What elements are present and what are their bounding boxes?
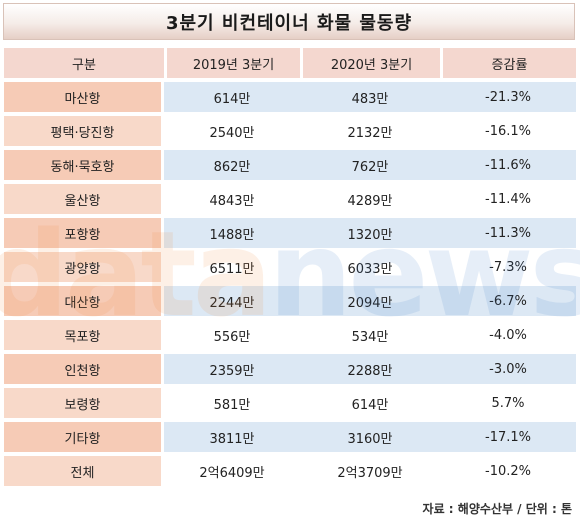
value-2020-cell: 3160만 [300, 422, 440, 452]
value-2020-cell: 4289만 [300, 184, 440, 214]
header-change-rate: 증감률 [440, 48, 576, 78]
value-2020-cell: 2094만 [300, 286, 440, 316]
change-rate-cell: -3.0% [440, 354, 576, 384]
value-2020-cell: 762만 [300, 150, 440, 180]
change-rate-cell: -17.1% [440, 422, 576, 452]
change-rate-cell: -11.4% [440, 184, 576, 214]
value-2019-cell: 3811만 [164, 422, 300, 452]
value-2019-cell: 2244만 [164, 286, 300, 316]
change-rate-cell: -10.2% [440, 456, 576, 486]
port-name-cell: 보령항 [4, 388, 164, 418]
table-row: 울산항 4843만 4289만 -11.4% [4, 184, 576, 214]
port-name-cell: 동해·묵호항 [4, 150, 164, 180]
table-row: 광양항 6511만 6033만 -7.3% [4, 252, 576, 282]
port-name-cell: 광양항 [4, 252, 164, 282]
table-header-row: 구분 2019년 3분기 2020년 3분기 증감률 [4, 48, 576, 78]
port-name-cell: 울산항 [4, 184, 164, 214]
value-2019-cell: 581만 [164, 388, 300, 418]
port-name-cell: 마산항 [4, 82, 164, 112]
value-2019-cell: 2540만 [164, 116, 300, 146]
value-2020-cell: 483만 [300, 82, 440, 112]
table-row: 인천항 2359만 2288만 -3.0% [4, 354, 576, 384]
table-row: 전체 2억6409만 2억3709만 -10.2% [4, 456, 576, 486]
value-2020-cell: 534만 [300, 320, 440, 350]
value-2020-cell: 6033만 [300, 252, 440, 282]
port-name-cell: 대산항 [4, 286, 164, 316]
port-name-cell: 기타항 [4, 422, 164, 452]
table-row: 목포항 556만 534만 -4.0% [4, 320, 576, 350]
table-row: 대산항 2244만 2094만 -6.7% [4, 286, 576, 316]
port-name-cell: 인천항 [4, 354, 164, 384]
table-row: 마산항 614만 483만 -21.3% [4, 82, 576, 112]
change-rate-cell: -21.3% [440, 82, 576, 112]
value-2019-cell: 556만 [164, 320, 300, 350]
value-2019-cell: 2359만 [164, 354, 300, 384]
port-name-cell: 목포항 [4, 320, 164, 350]
value-2020-cell: 2132만 [300, 116, 440, 146]
value-2019-cell: 4843만 [164, 184, 300, 214]
value-2020-cell: 2억3709만 [300, 456, 440, 486]
change-rate-cell: -16.1% [440, 116, 576, 146]
table-row: 평택·당진항 2540만 2132만 -16.1% [4, 116, 576, 146]
port-name-cell: 평택·당진항 [4, 116, 164, 146]
table-row: 보령항 581만 614만 5.7% [4, 388, 576, 418]
change-rate-cell: -11.3% [440, 218, 576, 248]
header-2020q3: 2020년 3분기 [300, 48, 440, 78]
change-rate-cell: -4.0% [440, 320, 576, 350]
value-2019-cell: 2억6409만 [164, 456, 300, 486]
page-title: 3분기 비컨테이너 화물 물동량 [3, 3, 575, 40]
value-2020-cell: 2288만 [300, 354, 440, 384]
change-rate-cell: -6.7% [440, 286, 576, 316]
port-name-cell: 전체 [4, 456, 164, 486]
value-2020-cell: 614만 [300, 388, 440, 418]
header-2019q3: 2019년 3분기 [164, 48, 300, 78]
table-row: 동해·묵호항 862만 762만 -11.6% [4, 150, 576, 180]
header-category: 구분 [4, 48, 164, 78]
cargo-volume-table: 구분 2019년 3분기 2020년 3분기 증감률 마산항 614만 483만 -2… [4, 44, 576, 490]
value-2019-cell: 1488만 [164, 218, 300, 248]
value-2019-cell: 862만 [164, 150, 300, 180]
source-note: 자료 : 해양수산부 / 단위 : 톤 [422, 502, 572, 516]
change-rate-cell: -11.6% [440, 150, 576, 180]
value-2019-cell: 614만 [164, 82, 300, 112]
change-rate-cell: -7.3% [440, 252, 576, 282]
change-rate-cell: 5.7% [440, 388, 576, 418]
value-2019-cell: 6511만 [164, 252, 300, 282]
table-row: 기타항 3811만 3160만 -17.1% [4, 422, 576, 452]
value-2020-cell: 1320만 [300, 218, 440, 248]
table-row: 포항항 1488만 1320만 -11.3% [4, 218, 576, 248]
port-name-cell: 포항항 [4, 218, 164, 248]
